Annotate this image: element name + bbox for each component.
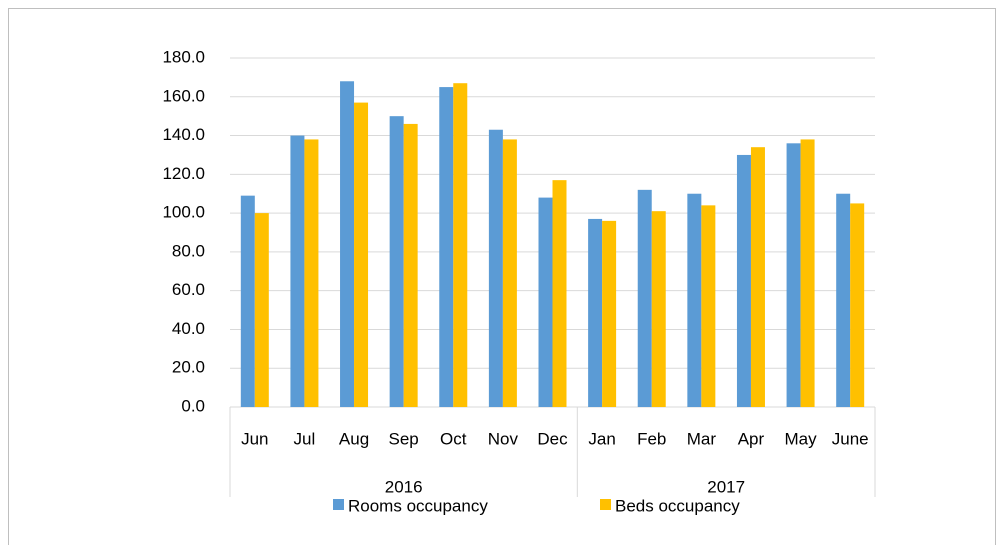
y-tick-label: 60.0 — [172, 280, 205, 299]
y-tick-label: 180.0 — [162, 47, 205, 66]
group-label: 2016 — [385, 477, 423, 496]
bar — [701, 205, 716, 407]
x-tick-label: May — [785, 429, 818, 448]
bar — [290, 135, 305, 408]
bar — [800, 139, 815, 407]
x-tick-label: Mar — [687, 429, 717, 448]
y-tick-label: 120.0 — [162, 164, 205, 183]
legend-swatch — [600, 499, 611, 510]
bar — [439, 87, 454, 407]
bar — [254, 213, 269, 407]
bar — [340, 81, 355, 408]
x-tick-label: Jul — [294, 429, 316, 448]
y-tick-label: 20.0 — [172, 358, 205, 377]
bar — [354, 102, 369, 407]
x-tick-label: Apr — [738, 429, 765, 448]
bar — [651, 211, 666, 407]
bar — [588, 218, 603, 407]
legend-label: Rooms occupancy — [348, 496, 488, 515]
bar — [637, 189, 652, 407]
x-tick-label: Dec — [537, 429, 568, 448]
y-tick-label: 40.0 — [172, 319, 205, 338]
bar — [240, 195, 255, 407]
x-tick-label: Nov — [488, 429, 519, 448]
bar — [403, 123, 418, 407]
bar — [389, 116, 404, 408]
bar — [538, 197, 553, 407]
bar — [786, 143, 801, 408]
y-tick-label: 0.0 — [181, 396, 205, 415]
x-tick-label: Sep — [389, 429, 419, 448]
x-tick-label: Aug — [339, 429, 369, 448]
y-tick-label: 80.0 — [172, 241, 205, 260]
bar — [750, 147, 765, 407]
bar — [552, 180, 567, 407]
x-tick-label: June — [832, 429, 869, 448]
legend-swatch — [333, 499, 344, 510]
bar — [736, 154, 751, 407]
bar — [850, 203, 865, 407]
bar — [453, 83, 468, 407]
bar — [836, 193, 851, 407]
y-tick-label: 160.0 — [162, 86, 205, 105]
bar — [488, 129, 503, 407]
x-tick-label: Jun — [241, 429, 268, 448]
chart-frame — [8, 8, 996, 545]
x-tick-label: Oct — [440, 429, 467, 448]
legend-label: Beds occupancy — [615, 496, 740, 515]
x-tick-label: Feb — [637, 429, 666, 448]
y-tick-label: 100.0 — [162, 203, 205, 222]
bar — [304, 139, 319, 407]
x-tick-label: Jan — [588, 429, 615, 448]
group-label: 2017 — [707, 477, 745, 496]
bar — [502, 139, 517, 407]
bar — [687, 193, 702, 407]
bar — [602, 220, 617, 407]
y-tick-label: 140.0 — [162, 125, 205, 144]
